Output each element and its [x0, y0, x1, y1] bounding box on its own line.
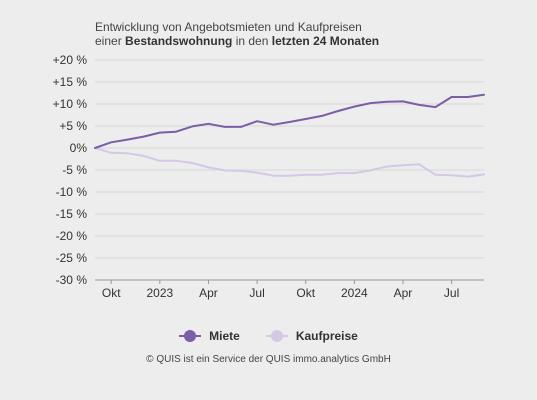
x-tick-label: Jul — [444, 286, 459, 300]
x-tick-label: Okt — [296, 286, 315, 300]
legend-dot-miete — [184, 330, 197, 342]
x-tick-label: Jul — [249, 286, 264, 300]
title-line-2-mid: in den — [232, 34, 272, 48]
x-tick-label: 2024 — [341, 286, 368, 300]
y-tick-label: -10 % — [56, 185, 88, 199]
x-tick-label: Okt — [102, 286, 121, 300]
y-tick-label: 0% — [70, 141, 88, 155]
title-line-2-pre: einer — [95, 34, 126, 48]
copyright-notice: © QUIS ist ein Service der QUIS immo.ana… — [146, 354, 391, 365]
y-tick-label: -5 % — [62, 163, 87, 177]
legend: Miete Kaufpreise — [0, 329, 537, 343]
x-tick-label: Apr — [199, 286, 218, 300]
y-tick-label: -20 % — [56, 229, 88, 243]
title-line-1: Entwicklung von Angebotsmieten und Kaufp… — [95, 20, 362, 34]
legend-label-miete: Miete — [209, 329, 240, 343]
y-tick-label: +5 % — [59, 119, 87, 133]
y-tick-label: +10 % — [53, 97, 88, 111]
y-tick-label: +15 % — [53, 75, 88, 89]
legend-item-miete[interactable]: Miete — [179, 329, 240, 343]
y-tick-label: -30 % — [56, 273, 88, 287]
x-tick-label: Apr — [394, 286, 413, 300]
legend-label-kaufpreise: Kaufpreise — [295, 329, 358, 343]
series-line-miete — [94, 93, 485, 149]
y-tick-label: -15 % — [56, 207, 88, 221]
y-tick-label: +20 % — [53, 53, 88, 67]
legend-swatch-kaufpreise — [265, 330, 288, 342]
title-bold-timeframe: letzten 24 Monaten — [271, 34, 380, 48]
series-line-kaufpreise — [94, 147, 485, 178]
y-tick-label: -25 % — [56, 251, 88, 265]
legend-dot-kaufpreise — [270, 330, 283, 342]
chart-title: Entwicklung von Angebotsmieten und Kaufp… — [95, 20, 379, 48]
title-bold-bestandswohnung: Bestandswohnung — [125, 34, 233, 48]
legend-item-kaufpreise[interactable]: Kaufpreise — [265, 329, 358, 343]
legend-swatch-miete — [179, 330, 202, 342]
x-tick-label: 2023 — [146, 286, 173, 300]
